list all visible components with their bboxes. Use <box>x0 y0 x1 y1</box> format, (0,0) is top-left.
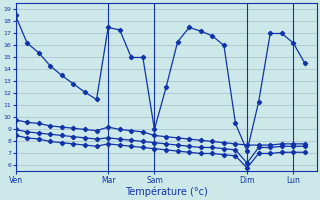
X-axis label: Température (°c): Température (°c) <box>125 186 207 197</box>
